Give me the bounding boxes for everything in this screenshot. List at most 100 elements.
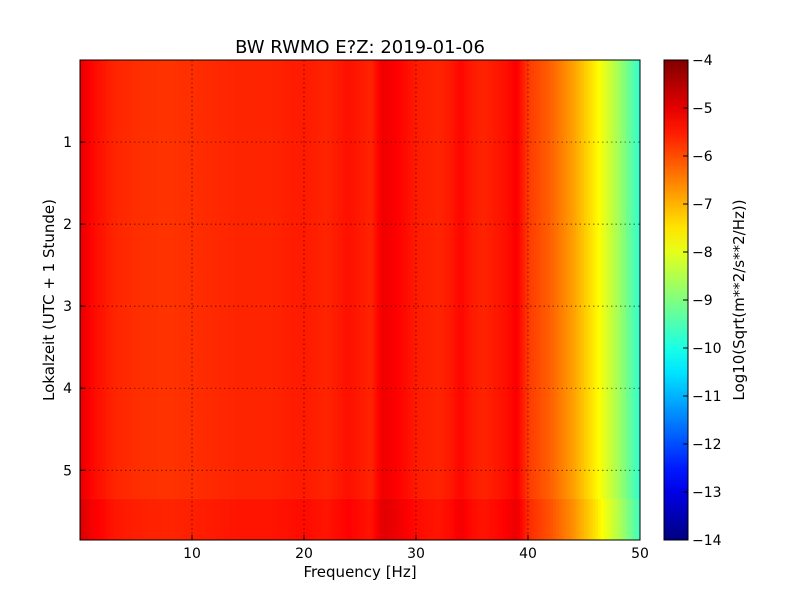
spectrogram-column-tail: [628, 498, 633, 540]
spectrogram-column: [234, 60, 238, 499]
spectrogram-column-tail: [130, 498, 134, 540]
spectrogram-column: [85, 60, 89, 499]
spectrogram-column-tail: [606, 498, 610, 540]
spectrogram-column: [172, 60, 176, 499]
spectrogram-column: [290, 60, 294, 499]
spectrogram-column: [435, 60, 439, 499]
spectrogram-column: [466, 60, 470, 499]
spectrogram-column: [214, 60, 218, 499]
spectrogram-column-tail: [248, 498, 252, 540]
spectrogram-column: [150, 60, 154, 499]
spectrogram-column: [124, 60, 129, 499]
spectrogram-column-tail: [528, 498, 532, 540]
spectrogram-column: [455, 60, 459, 499]
spectrogram-column: [332, 60, 336, 499]
spectrogram-column: [544, 60, 549, 499]
x-tick-label: 30: [407, 546, 425, 562]
spectrogram-column: [536, 60, 540, 499]
spectrogram-column: [144, 60, 148, 499]
spectrogram-column-tail: [152, 498, 157, 540]
spectrogram-column-tail: [245, 498, 249, 540]
spectrogram-column: [119, 60, 123, 499]
spectrogram-column-tail: [362, 498, 367, 540]
spectrogram-column: [407, 60, 411, 499]
spectrogram-column-tail: [351, 498, 355, 540]
spectrogram-column: [318, 60, 322, 499]
spectrogram-column-tail: [284, 498, 288, 540]
spectrogram-column-tail: [550, 498, 554, 540]
spectrogram-column: [553, 60, 557, 499]
spectrogram-column: [609, 60, 613, 499]
spectrogram-column-tail: [116, 498, 120, 540]
spectrogram-column: [346, 60, 350, 499]
spectrogram-column: [360, 60, 364, 499]
spectrogram-column: [449, 60, 453, 499]
spectrogram-column: [287, 60, 291, 499]
spectrogram-column: [99, 60, 103, 499]
spectrogram-column: [312, 60, 316, 499]
spectrogram-column-tail: [189, 498, 193, 540]
spectrogram-column: [329, 60, 333, 499]
spectrogram-column-tail: [96, 498, 101, 540]
spectrogram-column: [474, 60, 479, 499]
spectrogram-column-tail: [186, 498, 190, 540]
colorbar-tick-label: −12: [692, 437, 722, 453]
spectrogram-column-tail: [390, 498, 395, 540]
spectrogram-column-tail: [278, 498, 283, 540]
spectrogram-column-tail: [354, 498, 358, 540]
spectrogram-column: [189, 60, 193, 499]
spectrogram-column-tail: [486, 498, 490, 540]
spectrogram-column-tail: [194, 498, 199, 540]
spectrogram-column-tail: [617, 498, 621, 540]
spectrogram-column: [152, 60, 157, 499]
spectrogram-column-tail: [346, 498, 350, 540]
spectrogram-column-tail: [94, 498, 98, 540]
spectrogram-column: [488, 60, 493, 499]
y-tick-label: 2: [63, 217, 72, 233]
spectrogram-column-tail: [556, 498, 560, 540]
spectrogram-column-tail: [567, 498, 571, 540]
plot-frame: [79, 59, 641, 541]
spectrogram-column: [245, 60, 249, 499]
spectrogram-column-tail: [533, 498, 537, 540]
spectrogram-column: [626, 60, 630, 499]
spectrogram-column: [469, 60, 473, 499]
spectrogram-column: [421, 60, 425, 499]
spectrogram-column-tail: [161, 498, 165, 540]
spectrogram-column: [183, 60, 187, 499]
spectrogram-column: [309, 60, 313, 499]
spectrogram-column: [374, 60, 378, 499]
spectrogram-column: [326, 60, 330, 499]
x-tick-label: 10: [183, 546, 201, 562]
spectrogram-column-tail: [371, 498, 375, 540]
spectrogram-column: [136, 60, 140, 499]
spectrogram-column-tail: [206, 498, 210, 540]
x-axis-label: Frequency [Hz]: [303, 563, 416, 581]
spectrogram-column: [452, 60, 456, 499]
spectrogram-column-tail: [539, 498, 543, 540]
spectrogram-column-tail: [430, 498, 434, 540]
spectrogram-column-tail: [155, 498, 159, 540]
colorbar-tick-label: −6: [692, 149, 713, 165]
spectrogram-column: [208, 60, 213, 499]
spectrogram-column: [620, 60, 624, 499]
spectrogram-column-tail: [598, 498, 602, 540]
y-axis: 1 2 3 4 5: [63, 135, 85, 479]
grid-lines: [80, 60, 640, 540]
spectrogram-column-tail: [376, 498, 381, 540]
spectrogram-column-tail: [393, 498, 397, 540]
spectrogram-column-tail: [110, 498, 115, 540]
spectrogram-column: [105, 60, 109, 499]
spectrogram-column-tail: [203, 498, 207, 540]
spectrogram-column: [404, 60, 409, 499]
spectrogram-column: [194, 60, 199, 499]
spectrogram-column-tail: [172, 498, 176, 540]
spectrogram-column: [382, 60, 386, 499]
spectrogram-column-tail: [575, 498, 579, 540]
spectrogram-column-tail: [438, 498, 442, 540]
spectrogram-column-tail: [427, 498, 431, 540]
spectrogram-column-tail: [553, 498, 557, 540]
spectrogram-column: [102, 60, 106, 499]
spectrogram-column-tail: [472, 498, 476, 540]
spectrogram-column-tail: [180, 498, 185, 540]
